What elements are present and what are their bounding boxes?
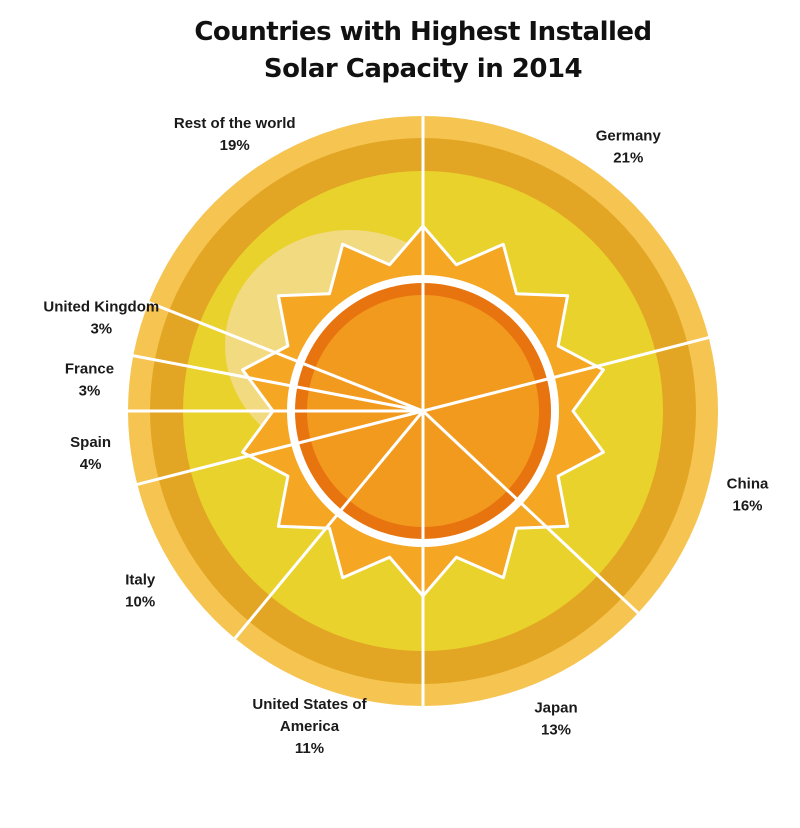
slice-name: Germany: [596, 127, 662, 144]
slice-value: 19%: [220, 137, 250, 154]
slice-divider: [422, 336, 710, 413]
slice-divider: [136, 409, 424, 486]
slice-label: United Kingdom 3%: [43, 299, 159, 338]
chart-title-line-2: Solar Capacity in 2014: [263, 54, 583, 84]
chart-title-line-1: Countries with Highest Installed: [194, 17, 652, 47]
slice-value: 10%: [125, 594, 155, 611]
slice-name: China: [727, 475, 769, 492]
slice-label: Italy 10%: [125, 572, 156, 611]
slice-value: 3%: [90, 321, 112, 338]
slice-value: 3%: [79, 383, 101, 400]
slice-dividers: [128, 116, 710, 706]
slice-name: Rest of the world: [174, 115, 296, 132]
slice-divider: [132, 354, 424, 413]
slice-value: 11%: [295, 740, 324, 757]
slice-label: Germany 21%: [596, 127, 662, 166]
slice-label: Japan 13%: [534, 699, 577, 738]
slice-value: 16%: [732, 497, 762, 514]
slice-divider: [233, 410, 425, 640]
slice-label: Spain 4%: [70, 434, 111, 473]
slice-value: 21%: [613, 149, 643, 166]
slice-value: 13%: [541, 721, 571, 738]
slice-label: United States of America 11%: [252, 696, 367, 757]
slice-divider: [148, 301, 424, 413]
slice-name: America: [280, 718, 340, 735]
slice-name: Spain: [70, 434, 111, 451]
chart-title: Countries with Highest Installed Solar C…: [0, 14, 800, 88]
slice-divider: [421, 409, 640, 614]
slice-name: United States of: [252, 696, 367, 713]
slice-label: Rest of the world 19%: [174, 115, 296, 154]
slice-label: China 16%: [727, 475, 769, 514]
slice-value: 4%: [80, 456, 102, 473]
slice-labels: Germany 21% China 16% Japan 13% United States …: [43, 115, 769, 757]
slice-name: Japan: [534, 699, 577, 716]
slice-name: United Kingdom: [43, 299, 159, 316]
slice-label: France 3%: [65, 361, 114, 400]
slice-name: Italy: [125, 572, 156, 589]
slice-name: France: [65, 361, 114, 378]
